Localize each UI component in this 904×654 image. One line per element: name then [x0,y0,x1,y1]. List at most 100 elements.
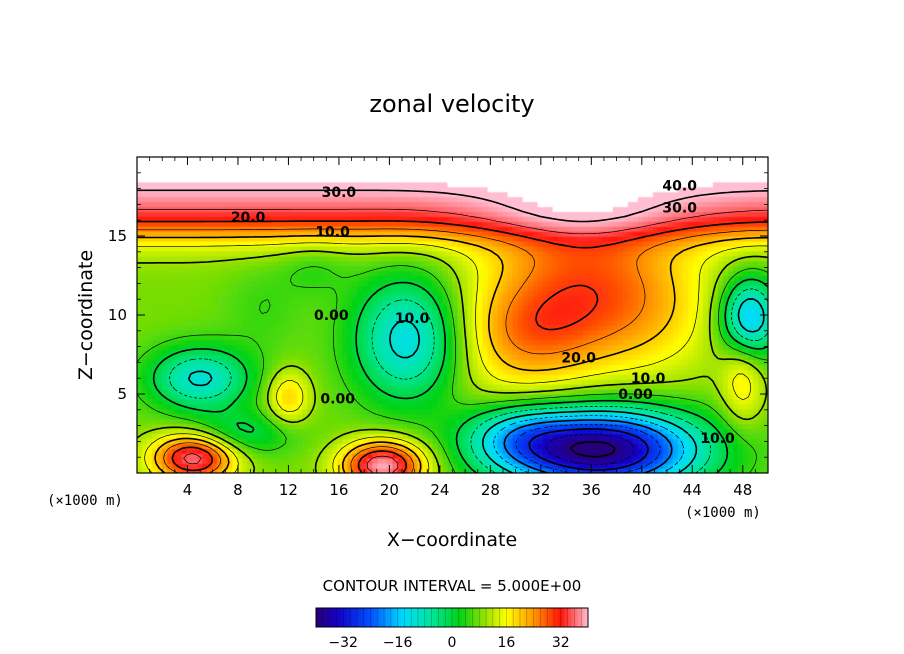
field-cell [487,290,494,296]
field-cell [462,398,469,405]
field-cell [157,349,163,356]
field-cell [302,418,308,425]
field-cell [257,468,263,473]
field-cell [627,453,634,459]
field-cell [757,394,764,400]
field-cell [627,394,634,400]
field-cell [312,468,318,473]
field-cell [522,468,529,473]
field-cell [522,275,529,282]
field-cell [552,443,559,449]
field-cell [392,290,399,296]
field-cell [582,300,589,306]
field-cell [152,374,158,380]
field-cell [747,433,754,440]
field-cell [502,310,509,316]
field-cell [562,310,569,316]
field-cell [572,285,579,291]
field-cell [302,305,308,311]
field-cell [757,453,764,459]
field-cell [262,394,268,400]
field-cell [707,364,714,370]
field-cell [437,315,444,321]
field-cell [237,290,243,296]
field-cell [432,418,439,425]
field-cell [577,344,584,351]
field-cell [592,280,599,286]
field-cell [507,305,514,311]
field-cell [567,428,574,435]
field-cell [692,413,699,420]
field-cell [652,413,659,420]
field-cell [657,324,664,331]
field-cell [187,418,193,425]
field-cell [312,369,318,375]
field-cell [397,364,404,370]
field-cell [422,354,429,361]
field-cell [602,315,609,321]
field-cell [572,438,579,444]
field-cell [157,423,163,430]
field-cell [657,403,664,410]
field-cell [202,458,208,464]
field-cell [462,428,469,435]
field-cell [282,339,288,346]
field-cell [317,418,323,425]
field-cell [492,329,499,336]
field-cell [397,310,404,316]
field-cell [137,374,143,380]
field-cell [307,334,313,341]
field-cell [357,369,363,375]
field-cell [662,443,669,449]
field-cell [682,438,689,444]
field-cell [352,364,358,370]
field-cell [447,354,454,361]
field-cell [662,423,669,430]
field-cell [477,354,484,361]
field-cell [382,349,388,356]
field-cell [672,413,679,420]
field-cell [682,349,689,356]
field-cell [222,394,228,400]
field-cell [577,463,584,469]
field-cell [247,285,253,291]
field-cell [227,300,233,306]
field-cell [732,433,739,440]
field-cell [217,349,223,356]
field-cell [422,403,429,410]
field-cell [282,413,288,420]
field-cell [572,369,579,375]
field-cell [642,324,649,331]
field-cell [187,295,193,301]
field-cell [377,463,383,469]
field-cell [232,319,238,326]
field-cell [477,310,484,316]
field-cell [607,379,614,385]
field-cell [712,329,719,336]
field-cell [332,339,338,346]
field-cell [742,428,749,435]
field-cell [247,329,253,336]
field-cell [257,433,263,440]
field-cell [717,305,724,311]
field-cell [642,448,649,454]
field-cell [157,384,163,390]
field-cell [502,384,509,390]
field-cell [562,438,569,444]
field-cell [387,305,394,311]
field-cell [647,369,654,375]
field-cell [547,359,554,365]
field-cell [272,438,278,444]
field-cell [307,408,313,415]
field-cell [157,374,163,380]
field-cell [617,339,624,346]
field-cell [137,364,143,370]
field-cell [337,339,343,346]
field-cell [322,354,328,361]
field-cell [197,280,203,286]
field-cell [342,463,348,469]
field-cell [252,428,258,435]
field-cell [142,359,148,365]
field-cell [467,324,474,331]
field-cell [157,285,163,291]
